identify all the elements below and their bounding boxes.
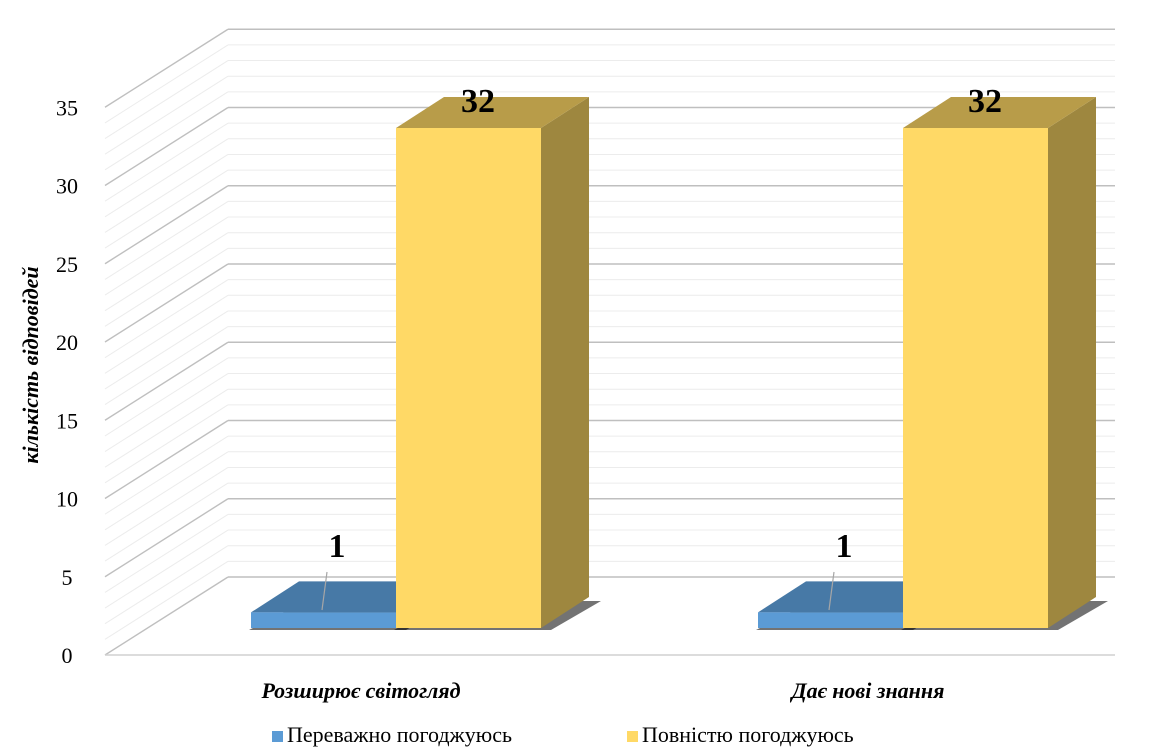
minor-gridline-side bbox=[104, 326, 229, 406]
minor-gridline-side bbox=[104, 404, 229, 484]
minor-gridline-side bbox=[104, 513, 229, 593]
minor-gridline-side bbox=[104, 75, 229, 155]
minor-gridline-side bbox=[104, 138, 229, 218]
bar-top bbox=[396, 97, 589, 128]
gridline-side bbox=[104, 498, 229, 578]
gridline-side bbox=[104, 419, 229, 500]
bar-side bbox=[1048, 97, 1096, 628]
minor-gridline-side bbox=[104, 44, 229, 124]
bar-top bbox=[903, 97, 1096, 128]
minor-gridline-side bbox=[104, 529, 229, 609]
legend-swatch bbox=[272, 731, 283, 742]
bar-front bbox=[758, 612, 903, 628]
minor-gridline-side bbox=[104, 451, 229, 531]
gridline-side bbox=[104, 263, 229, 343]
minor-gridline-side bbox=[104, 560, 229, 640]
y-tick-label: 15 bbox=[56, 408, 78, 433]
minor-gridline-side bbox=[104, 373, 229, 452]
minor-gridline-side bbox=[104, 482, 229, 562]
minor-gridline-side bbox=[104, 91, 229, 171]
minor-gridline-side bbox=[104, 435, 229, 515]
bars: 1 32 Розширює світогляд 1 32 Дає нові знання bbox=[249, 83, 1108, 703]
minor-gridline-side bbox=[104, 247, 229, 327]
gridline-side bbox=[104, 106, 229, 187]
gridline-side bbox=[104, 185, 229, 265]
bar-top bbox=[758, 581, 951, 613]
minor-gridline-side bbox=[104, 545, 229, 625]
legend: Переважно погоджуюсь Повністю погоджуюсь bbox=[272, 722, 854, 747]
x-category-label: Розширює світогляд bbox=[260, 678, 460, 703]
y-tick-label: 35 bbox=[56, 95, 78, 120]
minor-gridline-side bbox=[104, 388, 229, 468]
minor-gridline-side bbox=[104, 154, 229, 233]
y-tick-label: 20 bbox=[56, 330, 78, 355]
minor-gridline-side bbox=[104, 60, 229, 139]
gridline-side bbox=[104, 576, 229, 656]
y-tick-label: 10 bbox=[56, 487, 78, 512]
gridline-side bbox=[104, 28, 229, 108]
bar-top bbox=[251, 581, 444, 613]
y-axis-title: кількість відповідей bbox=[18, 266, 43, 463]
data-label: 1 bbox=[329, 528, 346, 565]
data-label: 32 bbox=[461, 83, 495, 120]
y-tick-label: 5 bbox=[62, 565, 73, 590]
minor-gridline-side bbox=[104, 200, 229, 280]
minor-gridline-side bbox=[104, 357, 229, 437]
data-label-leader bbox=[321, 571, 328, 611]
data-label: 32 bbox=[968, 83, 1002, 120]
minor-gridline-side bbox=[104, 216, 229, 296]
minor-gridline-side bbox=[104, 232, 229, 312]
minor-gridline-side bbox=[104, 467, 229, 546]
minor-gridline-side bbox=[104, 279, 229, 359]
y-tick-label: 25 bbox=[56, 252, 78, 277]
bar-front bbox=[903, 128, 1048, 628]
bar-front bbox=[251, 612, 396, 628]
bar-side bbox=[541, 97, 589, 628]
data-label: 1 bbox=[836, 528, 853, 565]
minor-gridline-side bbox=[104, 294, 229, 374]
minor-gridline-side bbox=[104, 122, 229, 202]
data-label-leader bbox=[828, 571, 835, 611]
legend-label: Переважно погоджуюсь bbox=[287, 722, 512, 747]
gridline-side bbox=[104, 341, 229, 421]
legend-label: Повністю погоджуюсь bbox=[642, 722, 854, 747]
minor-gridline-side bbox=[104, 310, 229, 390]
minor-gridline-side bbox=[104, 169, 229, 249]
x-category-label: Дає нові знання bbox=[790, 678, 945, 703]
legend-swatch bbox=[627, 731, 638, 742]
y-tick-label: 30 bbox=[56, 174, 78, 199]
bar-front bbox=[396, 128, 541, 628]
y-tick-label: 0 bbox=[62, 643, 73, 668]
